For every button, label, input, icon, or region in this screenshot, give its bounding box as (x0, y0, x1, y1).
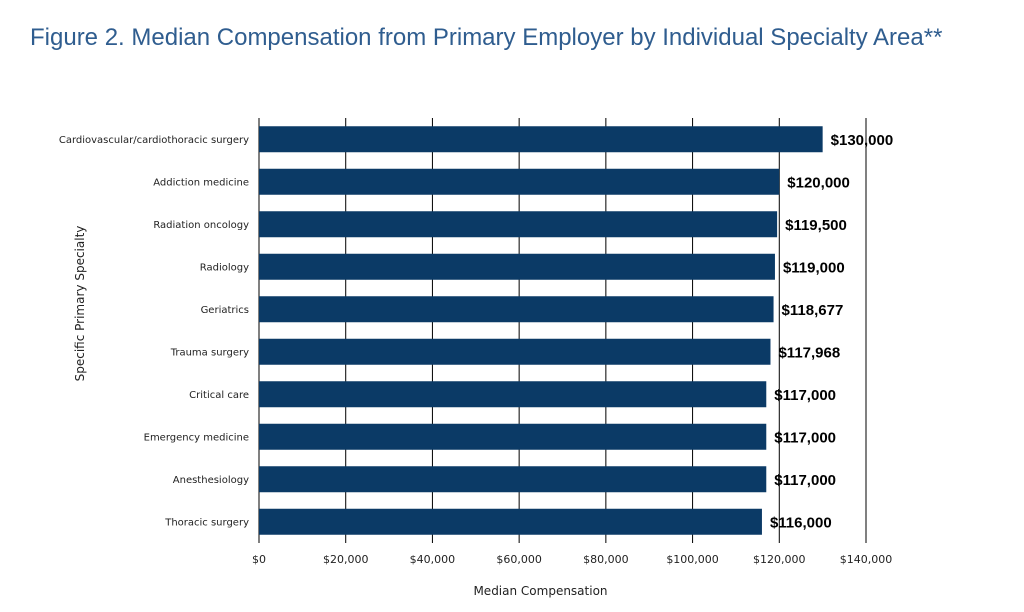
category-label: Critical care (189, 390, 249, 401)
category-labels: Cardiovascular/cardiothoracic surgery Add… (59, 135, 249, 529)
category-label: Emergency medicine (144, 432, 249, 443)
bar (259, 466, 767, 493)
data-label: $119,000 (783, 259, 845, 276)
bar (259, 126, 823, 153)
chart-title: Figure 2. Median Compensation from Prima… (30, 24, 943, 51)
category-label: Trauma surgery (170, 347, 249, 358)
category-label: Addiction medicine (153, 177, 249, 188)
y-axis-title: Specific Primary Specialty (73, 226, 87, 382)
data-labels: $130,000 $120,000 $119,500 $119,000 $118,677… (770, 132, 893, 532)
x-tick-label: $80,000 (583, 553, 629, 566)
bar (259, 211, 778, 238)
bars (259, 126, 823, 535)
x-tick-label: $0 (252, 553, 266, 566)
bar (259, 253, 775, 280)
category-label: Cardiovascular/cardiothoracic surgery (59, 135, 249, 146)
x-axis-title: Median Compensation (473, 584, 607, 598)
category-label: Anesthesiology (173, 475, 249, 486)
bar (259, 338, 771, 365)
category-label: Thoracic surgery (164, 517, 249, 528)
x-tick-label: $120,000 (753, 553, 806, 566)
data-label: $117,000 (774, 387, 836, 404)
data-label: $130,000 (831, 132, 894, 149)
x-tick-label: $40,000 (410, 553, 456, 566)
bar (259, 168, 780, 195)
bar (259, 381, 767, 408)
x-tick-label: $100,000 (666, 553, 719, 566)
x-tick-label: $20,000 (323, 553, 369, 566)
data-label: $116,000 (770, 514, 832, 531)
data-label: $117,000 (774, 429, 836, 446)
x-tick-labels: $0 $20,000 $40,000 $60,000 $80,000 $100,000 $1… (252, 553, 892, 566)
data-label: $120,000 (787, 174, 850, 191)
data-label: $119,500 (785, 217, 847, 234)
x-tick-label: $60,000 (496, 553, 542, 566)
data-label: $117,000 (774, 472, 836, 489)
bar (259, 508, 762, 535)
bar (259, 423, 767, 450)
category-label: Radiology (200, 262, 249, 273)
category-label: Geriatrics (201, 305, 249, 316)
data-label: $117,968 (778, 344, 840, 361)
x-tick-label: $140,000 (840, 553, 893, 566)
category-label: Radiation oncology (153, 220, 249, 231)
data-label: $118,677 (782, 302, 844, 319)
bar (259, 296, 774, 323)
